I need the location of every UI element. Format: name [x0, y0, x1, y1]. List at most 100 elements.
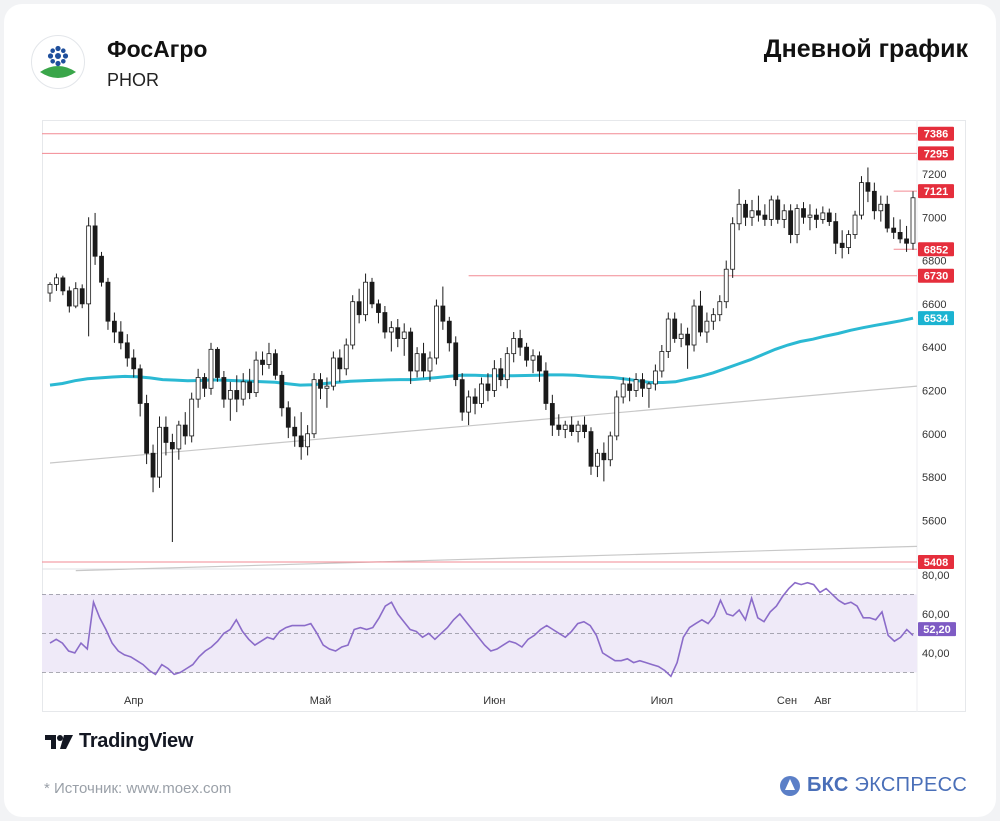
- candle-body: [575, 424, 581, 433]
- candle-body: [356, 301, 362, 316]
- candle-body: [376, 303, 381, 313]
- candle-body: [311, 379, 317, 435]
- candle-body: [292, 426, 298, 437]
- candle-body: [343, 344, 349, 370]
- candle-body: [253, 359, 259, 394]
- candle-body: [144, 403, 150, 454]
- candle-body: [884, 203, 890, 229]
- candle-body: [202, 377, 207, 389]
- candle-body: [736, 203, 742, 225]
- candle-body: [157, 426, 162, 478]
- candle-body: [717, 301, 723, 316]
- price-tick-label: 6400: [922, 342, 946, 354]
- candle-body: [620, 383, 626, 398]
- candle-body: [710, 314, 716, 322]
- level-badge-7386: 7386: [924, 129, 948, 141]
- candle-body: [646, 383, 652, 389]
- candle-body: [427, 357, 433, 372]
- candle-body: [852, 214, 858, 235]
- candle-body: [595, 452, 600, 467]
- candle-body: [537, 355, 542, 372]
- candle-body: [781, 210, 787, 220]
- candle-body: [833, 221, 839, 244]
- level-badge-6852-bg: [918, 242, 954, 257]
- candle-body: [549, 403, 555, 426]
- level-badge-5408-bg: [918, 554, 954, 569]
- candle-body: [846, 234, 851, 248]
- candle-body: [543, 370, 549, 404]
- candle-body: [665, 318, 671, 352]
- candle-body: [60, 277, 66, 292]
- candle-body: [556, 424, 562, 430]
- candle-body: [910, 197, 916, 244]
- candle-body: [871, 190, 877, 212]
- candle-body: [485, 383, 491, 391]
- price-tick-label: 7000: [922, 212, 946, 224]
- tradingview-icon: [45, 734, 73, 749]
- rising-support-line: [49, 385, 918, 464]
- time-label: Июл: [651, 695, 673, 707]
- candle-body: [363, 281, 368, 316]
- sma-line: [49, 316, 914, 387]
- candle-body: [266, 353, 272, 365]
- candle-body: [762, 214, 768, 220]
- candle-body: [820, 212, 826, 220]
- candle-body: [801, 208, 806, 218]
- candle-body: [504, 353, 510, 381]
- candle-body: [163, 426, 169, 443]
- candle-body: [530, 355, 536, 361]
- candle-body: [189, 398, 195, 437]
- candle-body: [511, 338, 517, 355]
- tradingview-brand: TradingView: [79, 730, 194, 752]
- candle-body: [279, 374, 285, 409]
- candle-body: [601, 452, 607, 461]
- level-badge-6730: 6730: [924, 271, 948, 283]
- candle-body: [865, 182, 871, 192]
- time-label: Сен: [777, 695, 797, 707]
- candle-body: [756, 210, 761, 216]
- candle-body: [240, 381, 246, 400]
- level-badge-7295: 7295: [924, 148, 948, 160]
- price-tick-label: 5800: [922, 472, 946, 484]
- candle-body: [324, 385, 330, 389]
- candle-body: [388, 327, 394, 333]
- candle-body: [73, 288, 79, 307]
- time-label: Авг: [814, 695, 831, 707]
- level-badge-6730-bg: [918, 268, 954, 283]
- sma-badge: 6534: [924, 313, 949, 325]
- rsi-line: [49, 581, 914, 678]
- chart-area: 7200 7000 6800 6600 6400 6200 6000 5800 5600 738…: [42, 120, 966, 712]
- level-badge-6852: 6852: [924, 244, 948, 256]
- sma-badge-bg: [918, 311, 954, 326]
- candle-body: [775, 199, 781, 220]
- candle-body: [459, 379, 465, 413]
- ticker: PHOR: [107, 70, 160, 90]
- candle-body: [768, 199, 774, 220]
- candle-body: [743, 203, 748, 218]
- candle-body: [479, 383, 484, 404]
- candle-body: [446, 320, 452, 344]
- candle-body: [794, 208, 800, 235]
- level-badge-7295-bg: [918, 146, 954, 161]
- candle-body: [105, 281, 111, 322]
- rsi-badge: 52,20: [923, 624, 951, 636]
- candle-body: [859, 182, 864, 216]
- time-label: Апр: [124, 695, 143, 707]
- candle-body: [434, 305, 439, 359]
- candle-body: [54, 277, 59, 285]
- candle-body: [614, 396, 620, 437]
- phosagro-flower-logo-icon: [40, 45, 76, 78]
- candle-body: [878, 203, 884, 212]
- lower-trend-line: [75, 545, 918, 572]
- candle-body: [807, 214, 813, 218]
- candle-body: [131, 357, 137, 370]
- price-tick-label: 6800: [922, 256, 946, 268]
- candle-body: [691, 305, 697, 346]
- candle-body: [723, 268, 729, 303]
- candle-body: [685, 333, 690, 346]
- bks-logo-icon: [780, 775, 800, 796]
- candle-body: [633, 379, 639, 391]
- tradingview-logo: TradingView: [44, 730, 193, 753]
- candle-body: [826, 212, 832, 222]
- chart-frame-border: [42, 120, 966, 712]
